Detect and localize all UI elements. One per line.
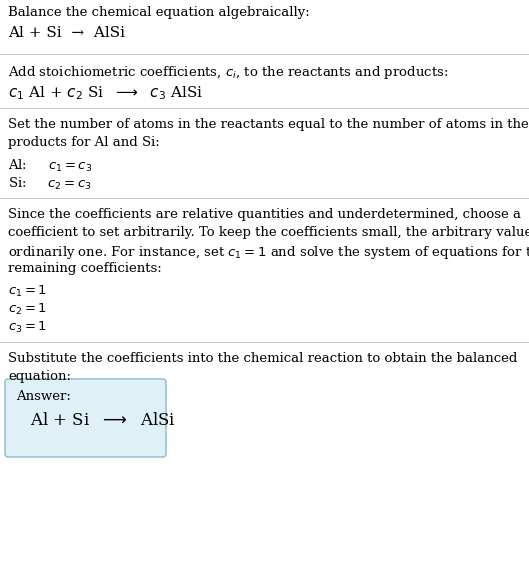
Text: Al:   $c_1 = c_3$: Al: $c_1 = c_3$ (8, 158, 92, 174)
Text: Since the coefficients are relative quantities and underdetermined, choose a: Since the coefficients are relative quan… (8, 208, 521, 221)
Text: Al + Si  →  AlSi: Al + Si → AlSi (8, 26, 125, 40)
Text: equation:: equation: (8, 370, 71, 383)
Text: Set the number of atoms in the reactants equal to the number of atoms in the: Set the number of atoms in the reactants… (8, 118, 529, 131)
Text: ordinarily one. For instance, set $c_1 = 1$ and solve the system of equations fo: ordinarily one. For instance, set $c_1 =… (8, 244, 529, 261)
Text: Balance the chemical equation algebraically:: Balance the chemical equation algebraica… (8, 6, 310, 19)
Text: Substitute the coefficients into the chemical reaction to obtain the balanced: Substitute the coefficients into the che… (8, 352, 517, 365)
Text: $c_3 = 1$: $c_3 = 1$ (8, 320, 47, 335)
Text: Si:   $c_2 = c_3$: Si: $c_2 = c_3$ (8, 176, 92, 192)
Text: coefficient to set arbitrarily. To keep the coefficients small, the arbitrary va: coefficient to set arbitrarily. To keep … (8, 226, 529, 239)
Text: products for Al and Si:: products for Al and Si: (8, 136, 160, 149)
Text: Add stoichiometric coefficients, $c_i$, to the reactants and products:: Add stoichiometric coefficients, $c_i$, … (8, 64, 449, 81)
Text: $c_1 = 1$: $c_1 = 1$ (8, 284, 47, 299)
Text: remaining coefficients:: remaining coefficients: (8, 262, 162, 275)
FancyBboxPatch shape (5, 379, 166, 457)
Text: Al + Si  $\longrightarrow$  AlSi: Al + Si $\longrightarrow$ AlSi (30, 412, 176, 429)
Text: $c_1$ Al + $c_2$ Si  $\longrightarrow$  $c_3$ AlSi: $c_1$ Al + $c_2$ Si $\longrightarrow$ $c… (8, 84, 203, 102)
Text: $c_2 = 1$: $c_2 = 1$ (8, 302, 47, 317)
Text: Answer:: Answer: (16, 390, 71, 403)
